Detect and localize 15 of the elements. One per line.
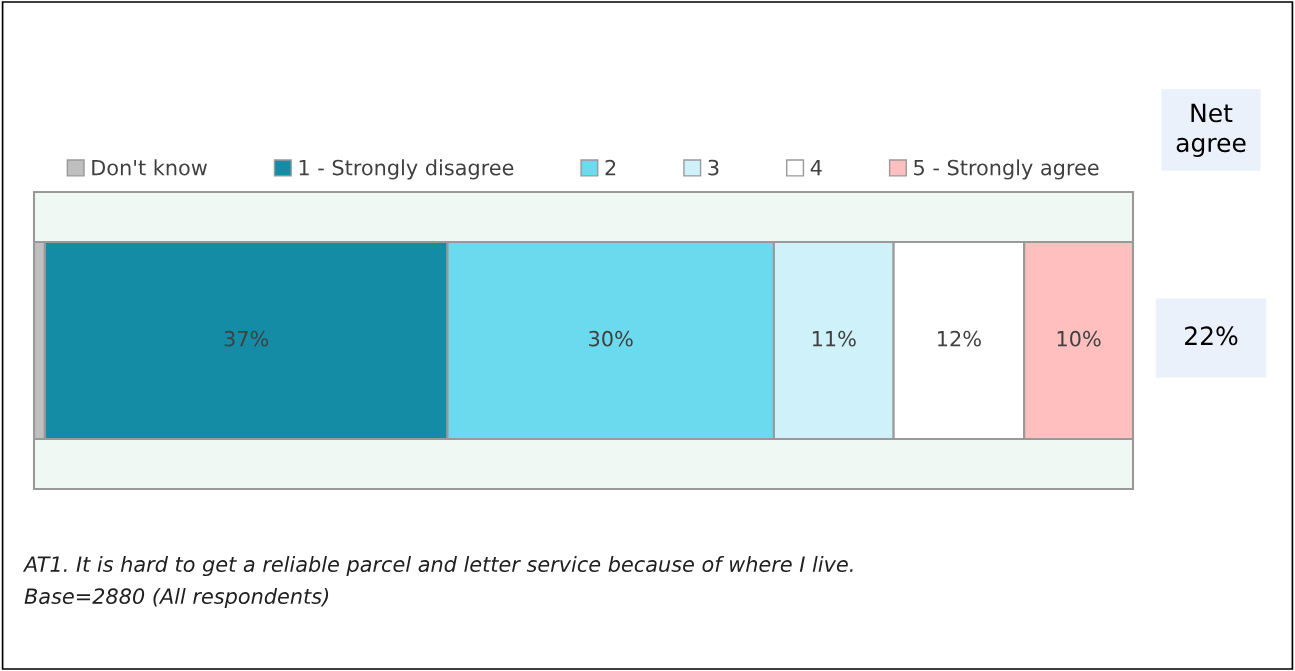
text: AT1. It is hard to get a reliable parcel and letter service because of where I live. (22, 555, 853, 577)
data-label: 30% (589, 330, 633, 347)
data-label: 12% (938, 330, 981, 347)
data-label: 10% (1057, 330, 1101, 347)
legend-label: 3 (708, 159, 719, 176)
text: Base=2880 (All respondents) (24, 587, 329, 609)
legend-label: 4 (810, 159, 822, 176)
legend-label: 2 (605, 159, 616, 176)
data-label: 11% (812, 330, 856, 347)
text: 22% (1185, 326, 1238, 346)
text: Net agree (1176, 103, 1246, 158)
legend-label: Don't know (92, 159, 207, 176)
legend-label: 5 - Strongly agree (914, 159, 1099, 180)
data-label: 37% (224, 330, 269, 347)
legend-label: 1 - Strongly disagree (299, 159, 514, 180)
